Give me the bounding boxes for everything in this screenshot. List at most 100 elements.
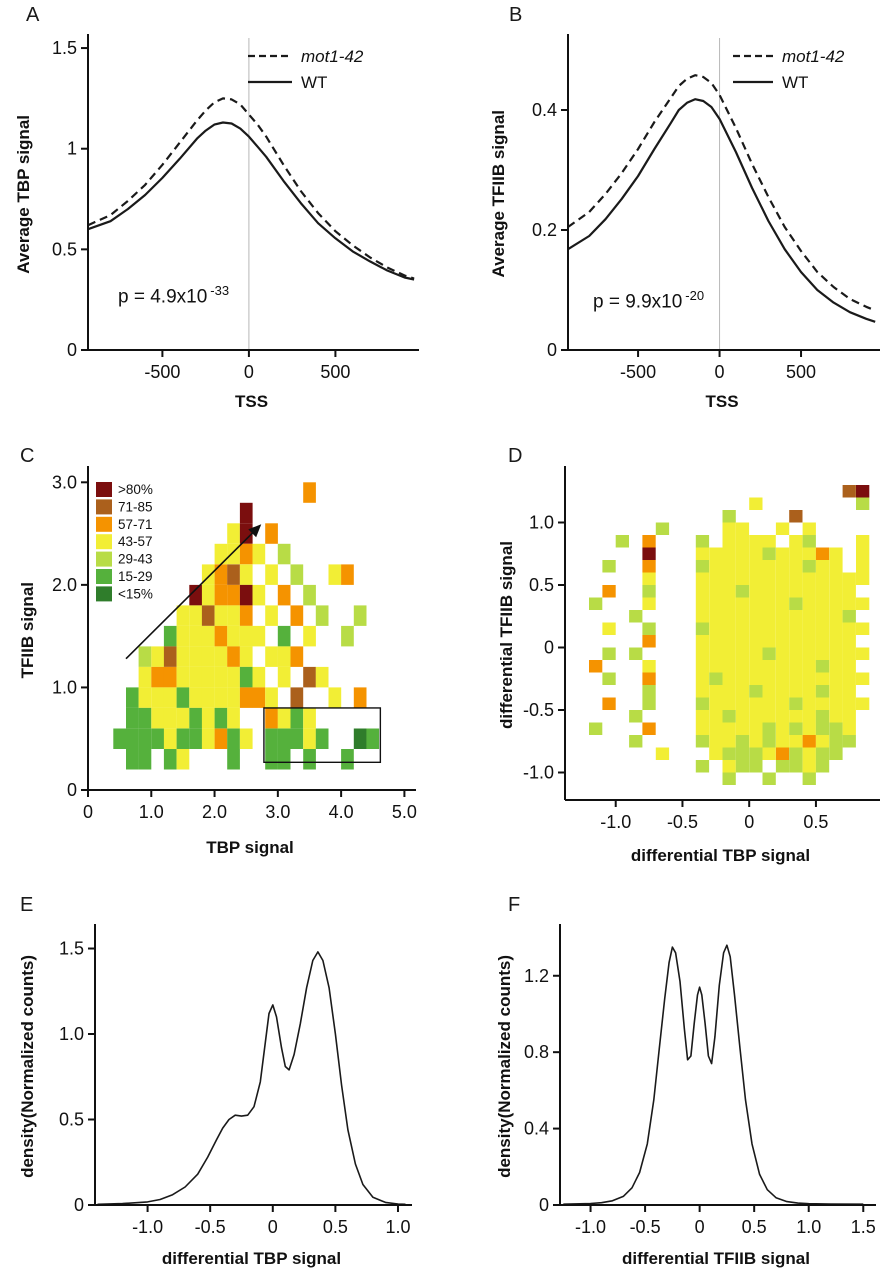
- y-tick-label: 3.0: [52, 472, 77, 492]
- heatmap-cell: [775, 735, 790, 748]
- heatmap-cell: [722, 610, 736, 623]
- heatmap-cell: [239, 625, 253, 647]
- highlight-box: [263, 707, 382, 764]
- legend-swatch: [96, 569, 112, 584]
- heatmap-cell: [749, 660, 763, 673]
- heatmap-cell: [265, 749, 278, 770]
- panel-letter: A: [26, 4, 40, 26]
- heatmap-cell: [227, 605, 240, 626]
- heatmap-cell: [762, 747, 776, 760]
- heatmap-cell: [735, 660, 750, 673]
- heatmap-cell: [201, 666, 215, 688]
- series-mot1-42: [87, 97, 415, 280]
- heatmap-cell: [151, 707, 164, 729]
- panel-b: -500 0 500 0 0.2 0.4 mot1-42 WT B Average TFIIB…: [441, 0, 882, 435]
- heatmap-cell: [829, 547, 843, 560]
- heatmap-cell: [214, 584, 228, 606]
- heatmap-cell: [856, 622, 870, 635]
- heatmap-cell: [201, 584, 215, 606]
- heatmap-cell: [290, 646, 304, 667]
- heatmap-cell: [762, 585, 776, 598]
- heatmap-cell: [201, 728, 215, 749]
- heatmap-cell: [722, 697, 736, 710]
- legend-swatch: [96, 586, 112, 602]
- heatmap-cell: [842, 635, 856, 648]
- heatmap-cell: [789, 660, 803, 673]
- heatmap-cell: [315, 728, 329, 749]
- x-tick-label: -0.5: [630, 1217, 661, 1237]
- x-tick-label: 0: [695, 1217, 705, 1237]
- heatmap-cell: [789, 597, 803, 610]
- heatmap-cell: [829, 672, 843, 685]
- x-tick-label: 5.0: [392, 802, 417, 822]
- heatmap-cell: [176, 749, 190, 770]
- heatmap-cell: [126, 728, 139, 749]
- heatmap-cell: [602, 622, 616, 635]
- heatmap-cell: [789, 585, 803, 598]
- heatmap-cell: [642, 585, 656, 598]
- legend-swatch: [96, 534, 112, 550]
- heatmap-cell: [829, 647, 843, 660]
- heatmap-cell: [227, 687, 240, 708]
- heatmap-cell: [695, 735, 710, 748]
- heatmap-cell: [642, 697, 656, 710]
- heatmap-cell: [762, 610, 776, 623]
- heatmap-cell: [789, 572, 803, 585]
- heatmap-cell: [239, 687, 253, 708]
- heatmap-cell: [735, 722, 750, 735]
- heatmap-cell: [163, 666, 177, 688]
- heatmap-cell: [239, 543, 253, 565]
- heatmap-cell: [227, 707, 240, 729]
- x-axis-title: differential TBP signal: [161, 1249, 342, 1268]
- p-value-annotation: p = 9.9x10 -20: [593, 288, 704, 313]
- heatmap-cell: [315, 666, 329, 688]
- y-tick-label: 1.0: [59, 1024, 84, 1044]
- heatmap-cell: [227, 666, 240, 688]
- heatmap-cell: [138, 687, 152, 708]
- heatmap-cell: [214, 605, 228, 626]
- heatmap-cell: [695, 710, 710, 723]
- p-value-exponent: -33: [210, 283, 230, 298]
- heatmap-cell: [277, 646, 291, 667]
- heatmap-cell: [856, 560, 870, 573]
- series-density: [563, 944, 864, 1205]
- heatmap-cell: [709, 672, 723, 685]
- heatmap-cell: [602, 585, 616, 598]
- series-mot1-42: [567, 74, 876, 312]
- heatmap-cell: [815, 747, 830, 760]
- heatmap-cell: [176, 605, 190, 626]
- heatmap-cell: [709, 622, 723, 635]
- heatmap-cell: [749, 585, 763, 598]
- heatmap-cell: [709, 647, 723, 660]
- x-tick-label: 3.0: [265, 802, 290, 822]
- heatmap-cell: [695, 722, 710, 735]
- plot-average-tbp-signal: -500 0 500 0 0.5 1 1.5 mot1-42 WT: [52, 34, 419, 382]
- heatmap-cell: [695, 760, 710, 773]
- heatmap-cell: [789, 672, 803, 685]
- heatmap-cell: [113, 728, 126, 749]
- heatmap-cell: [735, 585, 750, 598]
- heatmap-cell: [138, 749, 152, 770]
- y-tick-label: 0.5: [59, 1110, 84, 1130]
- heatmap-cell: [709, 610, 723, 623]
- heatmap-cell: [789, 610, 803, 623]
- heatmap-cell: [227, 728, 240, 749]
- heatmap-cell: [789, 560, 803, 573]
- heatmap-cell: [842, 722, 856, 735]
- heatmap-cell: [629, 647, 643, 660]
- heatmap-cell: [642, 685, 656, 698]
- heatmap-cell: [749, 622, 763, 635]
- heatmap-cell: [126, 707, 139, 729]
- heatmap-cell: [214, 625, 228, 647]
- heatmap-cell: [328, 564, 342, 585]
- legend-label: 43-57: [118, 534, 153, 549]
- heatmap-cell: [189, 625, 202, 647]
- y-tick-label: 0: [539, 1195, 549, 1215]
- heatmap-cell: [762, 697, 776, 710]
- heatmap-cell: [749, 560, 763, 573]
- x-tick-label: 500: [786, 362, 816, 382]
- heatmap-cell: [239, 666, 253, 688]
- heatmap-cell: [749, 547, 763, 560]
- heatmap-cell: [722, 647, 736, 660]
- heatmap-cell: [227, 646, 240, 667]
